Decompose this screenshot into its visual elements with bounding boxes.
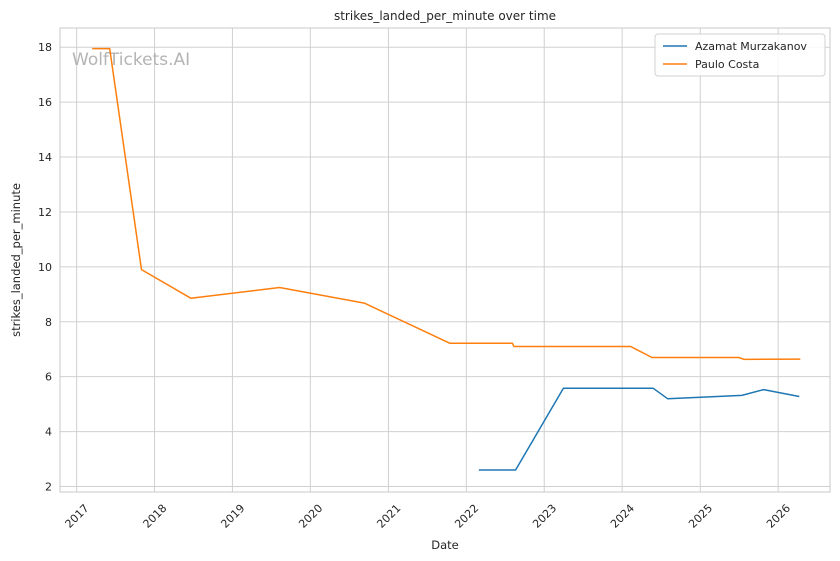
chart-title: strikes_landed_per_minute over time [334,9,556,23]
x-axis-label: Date [431,538,459,552]
x-tick-label: 2023 [530,502,559,531]
x-tick-label: 2017 [63,502,92,531]
y-tick-label: 12 [38,206,52,219]
legend: Azamat Murzakanov Paulo Costa [654,33,826,77]
y-tick-label: 4 [45,426,52,439]
grid-lines [60,28,830,492]
legend-label: Paulo Costa [695,58,759,71]
y-tick-label: 16 [38,96,52,109]
x-tick-label: 2018 [141,502,170,531]
watermark-text: WolfTickets.AI [72,50,190,70]
y-tick-label: 14 [38,151,52,164]
tick-labels: 2 4 6 8 10 12 14 16 18 2017 2018 2019 2020 2021 2022 20… [38,41,793,531]
series-line [478,387,800,471]
y-tick-label: 10 [38,261,52,274]
x-tick-label: 2025 [686,502,715,531]
series-lines [92,47,801,471]
x-tick-label: 2020 [296,502,325,531]
y-tick-label: 6 [45,371,52,384]
plot-frame [59,27,831,493]
series-line [92,47,801,361]
y-tick-label: 2 [45,481,52,494]
x-tick-label: 2019 [218,502,247,531]
x-tick-label: 2026 [764,502,793,531]
y-tick-label: 8 [45,316,52,329]
y-tick-label: 18 [38,41,52,54]
x-tick-label: 2022 [452,502,481,531]
legend-box [654,33,826,77]
y-axis-label: strikes_landed_per_minute [9,183,23,337]
x-tick-label: 2021 [374,502,403,531]
x-tick-label: 2024 [608,502,637,531]
legend-label: Azamat Murzakanov [695,40,807,53]
